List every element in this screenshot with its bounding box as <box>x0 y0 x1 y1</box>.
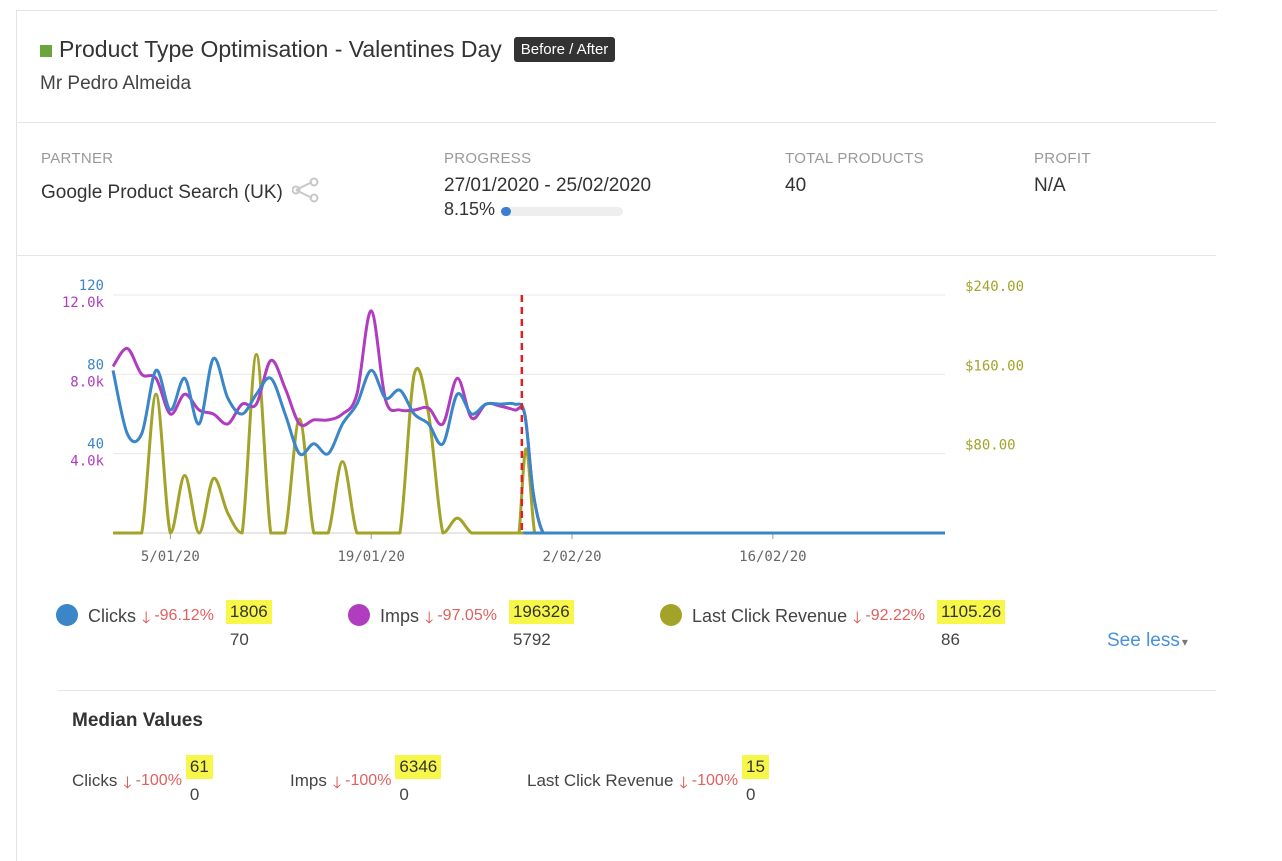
profit-value: N/A <box>1034 175 1066 196</box>
y-tick-label-imps: 12.0k <box>62 295 105 311</box>
median-before-value: 61 <box>185 755 213 779</box>
campaign-card <box>16 10 1217 861</box>
card-header: Product Type Optimisation - Valentines D… <box>40 36 616 95</box>
y-tick-label-clicks: 120 <box>79 278 104 294</box>
median-values: 61 0 <box>185 755 213 807</box>
total-products-value: 40 <box>785 175 807 196</box>
page-title: Product Type Optimisation - Valentines D… <box>59 36 502 62</box>
median-after-value: 0 <box>189 785 200 804</box>
title-row: Product Type Optimisation - Valentines D… <box>40 36 616 63</box>
legend-after-value: 86 <box>941 630 960 649</box>
revenue-dot-icon <box>660 604 682 626</box>
total-products-stat: TOTAL PRODUCTS 40 <box>785 150 924 197</box>
y-tick-label-revenue: $80.00 <box>965 438 1016 454</box>
legend-after-value: 5792 <box>512 630 551 649</box>
share-icon[interactable] <box>291 177 322 209</box>
progress-stat: PROGRESS 27/01/2020 - 25/02/2020 8.15% <box>444 150 651 220</box>
median-change: -100% <box>345 772 392 789</box>
partner-value: Google Product Search (UK) <box>41 177 322 209</box>
down-arrow-icon: 🡓 <box>425 610 434 627</box>
legend-values: 196326 5792 <box>508 600 574 652</box>
median-change: -100% <box>691 772 739 789</box>
divider <box>16 255 1216 256</box>
legend-revenue[interactable]: Last Click Revenue 🡓 -92.22% 1105.26 86 <box>660 600 1006 652</box>
legend-name: Clicks <box>88 606 136 626</box>
x-tick-label: 5/01/20 <box>141 549 200 565</box>
legend-name: Last Click Revenue <box>692 606 848 626</box>
y-tick-label-clicks: 40 <box>87 437 104 453</box>
legend-values: 1806 70 <box>225 600 272 652</box>
status-square-icon <box>40 44 52 57</box>
profit-stat: PROFIT N/A <box>1034 150 1091 197</box>
legend-change: -97.05% <box>437 607 497 624</box>
legend-imps[interactable]: Imps 🡓 -97.05% 196326 5792 <box>348 600 574 652</box>
partner-name: Google Product Search (UK) <box>41 182 283 204</box>
y-tick-label-clicks: 80 <box>87 357 104 373</box>
median-title: Median Values <box>72 710 203 731</box>
x-tick-label: 16/02/20 <box>739 549 806 565</box>
divider <box>58 690 1216 691</box>
median-change: -100% <box>135 772 182 789</box>
legend-change: -92.22% <box>865 607 925 624</box>
median-name: Imps <box>290 771 327 790</box>
progress-row: 8.15% <box>444 199 651 220</box>
y-tick-label-revenue: $240.00 <box>965 279 1024 295</box>
down-arrow-icon: 🡓 <box>142 610 151 627</box>
legend-before-value: 196326 <box>508 600 574 624</box>
legend-change: -96.12% <box>154 607 214 624</box>
divider <box>16 122 1216 123</box>
y-tick-label-revenue: $160.00 <box>965 358 1024 374</box>
owner-name: Mr Pedro Almeida <box>40 73 192 94</box>
legend-name: Imps <box>380 606 420 626</box>
partner-label: PARTNER <box>41 150 114 167</box>
down-arrow-icon: 🡓 <box>853 610 862 627</box>
imps-dot-icon <box>348 604 370 626</box>
median-clicks: Clicks 🡓 -100% 61 0 <box>72 755 213 807</box>
median-before-value: 15 <box>742 755 769 779</box>
median-before-value: 6346 <box>395 755 442 779</box>
see-less-label: See less <box>1107 630 1180 651</box>
down-arrow-icon: 🡓 <box>679 775 688 792</box>
legend-values: 1105.26 86 <box>937 600 1006 652</box>
median-after-value: 0 <box>746 785 756 804</box>
clicks-dot-icon <box>56 604 78 626</box>
progress-bar-fill <box>501 207 511 216</box>
legend-after-value: 70 <box>229 630 249 649</box>
see-less-link[interactable]: See less ▾ <box>1107 630 1188 652</box>
progress-percent: 8.15% <box>444 199 496 219</box>
x-tick-label: 2/02/20 <box>543 549 602 565</box>
progress-label: PROGRESS <box>444 150 532 167</box>
before-after-badge[interactable]: Before / After <box>513 37 616 62</box>
y-tick-label-imps: 4.0k <box>70 454 104 470</box>
progress-dates: 27/01/2020 - 25/02/2020 <box>444 175 652 196</box>
legend-before-value: 1806 <box>225 600 272 624</box>
progress-bar <box>501 207 624 216</box>
x-tick-label: 19/01/20 <box>337 549 404 565</box>
median-name: Last Click Revenue <box>527 771 674 790</box>
series-line-clicks <box>111 356 945 535</box>
series-line-imps <box>111 309 945 535</box>
legend-before-value: 1105.26 <box>937 600 1006 624</box>
median-imps: Imps 🡓 -100% 6346 0 <box>290 755 442 807</box>
median-values: 15 0 <box>742 755 769 807</box>
series-line-last-click-revenue <box>113 353 945 535</box>
median-revenue: Last Click Revenue 🡓 -100% 15 0 <box>527 755 769 807</box>
down-arrow-icon: 🡓 <box>123 775 132 792</box>
caret-down-icon: ▾ <box>1181 635 1188 649</box>
median-values: 6346 0 <box>395 755 442 807</box>
partner-stat: PARTNER Google Product Search (UK) <box>41 150 322 209</box>
legend-clicks[interactable]: Clicks 🡓 -96.12% 1806 70 <box>56 600 272 652</box>
median-after-value: 0 <box>399 785 409 804</box>
performance-chart: 120 80 40 12.0k 8.0k 4.0k $240.00 $160.00 $80.00… <box>62 278 1024 565</box>
y-tick-label-imps: 8.0k <box>70 374 104 390</box>
profit-label: PROFIT <box>1034 150 1091 167</box>
down-arrow-icon: 🡓 <box>332 775 342 792</box>
total-products-label: TOTAL PRODUCTS <box>785 150 924 167</box>
median-name: Clicks <box>72 771 118 790</box>
